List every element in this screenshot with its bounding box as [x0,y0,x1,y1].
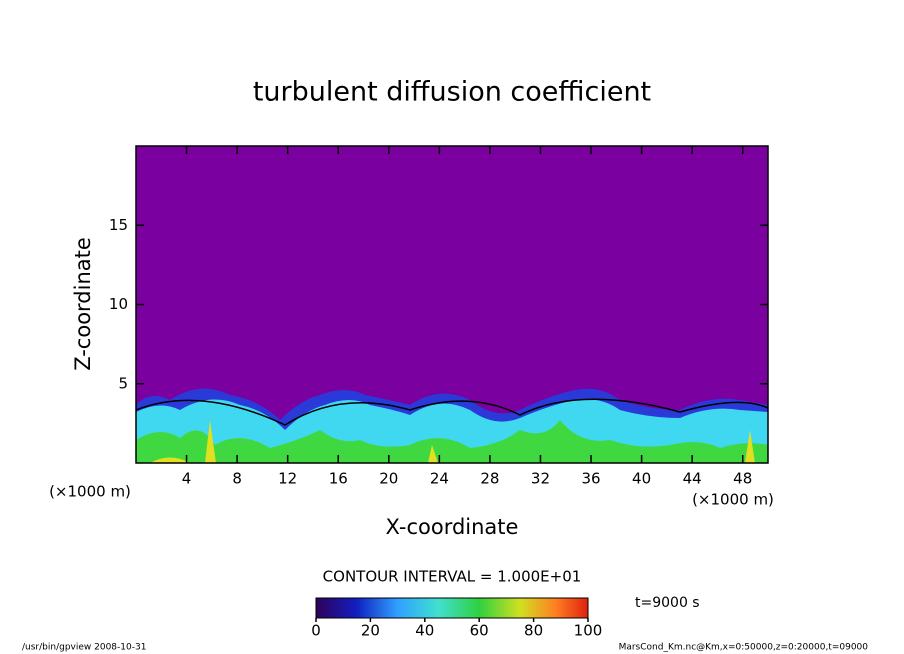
x-tick-label: 24 [430,470,449,488]
x-tick-label: 48 [733,470,752,488]
colorbar-tick-label: 100 [574,622,603,640]
x-tick-label: 40 [632,470,651,488]
x-tick-label: 8 [232,470,242,488]
x-tick-label: 12 [278,470,297,488]
x-axis-label: X-coordinate [386,515,519,539]
contour-interval: CONTOUR INTERVAL = 1.000E+01 [323,568,582,586]
x-tick-label: 4 [182,470,192,488]
colorbar-tick-label: 20 [361,622,380,640]
time-label: t=9000 s [635,595,700,611]
x-unit-label: (×1000 m) [692,491,774,509]
x-unit-label: (×1000 m) [49,483,131,501]
x-tick-label: 44 [683,470,702,488]
x-tick-label: 28 [480,470,499,488]
x-tick-label: 16 [329,470,348,488]
contour-field [136,146,768,463]
chart-title: turbulent diffusion coefficient [253,77,651,108]
x-tick-label: 36 [581,470,600,488]
colorbar-tick-label: 80 [524,622,543,640]
x-tick-label: 20 [379,470,398,488]
y-axis-label: Z-coordinate [71,237,95,371]
y-tick-label: 5 [118,374,128,392]
colorbar [315,597,589,619]
y-tick-label: 10 [109,295,128,313]
y-tick-label: 15 [109,216,128,234]
colorbar-tick-label: 40 [415,622,434,640]
colorbar-tick-label: 0 [311,622,321,640]
footer-left: /usr/bin/gpview 2008-10-31 [22,643,146,653]
colorbar-tick-label: 60 [470,622,489,640]
footer-right: MarsCond_Km.nc@Km,x=0:50000,z=0:20000,t=… [619,643,869,653]
x-tick-label: 32 [531,470,550,488]
